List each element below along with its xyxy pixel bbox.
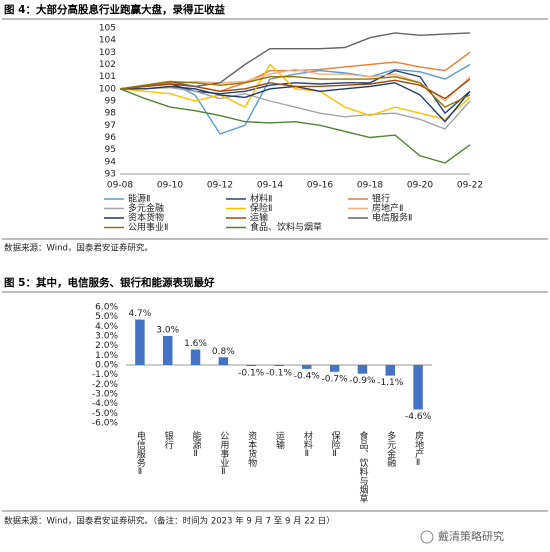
series-line [119,69,471,115]
y-tick-label: 5.0% [95,312,118,322]
watermark-icon [420,530,434,544]
source-note: 数据来源：Wind，国泰君安证券研究。 [4,243,153,254]
y-tick-label: 3.0% [95,332,118,342]
legend-label: 运输 [250,212,268,224]
figure-caption: 图 5：其中，电信服务、银行和能源表现最好 [4,276,215,289]
value-label: -0.1% [238,368,265,378]
bar [274,365,284,366]
bar [190,349,201,365]
y-tick-label: 96 [105,133,117,143]
y-tick-label: -5.0% [92,409,119,419]
x-tick-label: 银行 [163,430,174,450]
bar [357,365,368,374]
value-label: -1.1% [377,378,404,388]
watermark: 戴清策略研究 [438,529,504,543]
value-label: -0.1% [266,368,293,378]
legend-label: 食品、饮料与烟草 [250,221,322,233]
legend-label: 材料Ⅱ [250,193,272,205]
x-tick-label: 09-20 [407,181,433,191]
source-note: 数据来源：Wind，国泰君安证券研究。（备注：时间为 2023 年 9 月 7 … [4,516,335,527]
bar [413,365,423,410]
y-tick-label: 99 [105,97,117,107]
x-tick-label: 09-22 [457,181,483,191]
figure-caption: 图 4：大部分高股息行业跑赢大盘，录得正收益 [4,3,225,16]
x-tick-label: 09-12 [207,181,233,191]
legend-label: 保险Ⅱ [250,202,272,214]
value-label: 1.6% [184,339,207,349]
series-line [119,88,471,164]
x-tick-label: 电信服务Ⅱ [135,430,146,477]
y-tick-label: -6.0% [92,419,119,429]
x-tick-label: 09-18 [357,181,383,191]
y-tick-label: 98 [105,109,117,119]
bar [329,365,340,372]
y-tick-label: 6.0% [95,303,118,313]
legend-label: 能源Ⅱ [128,193,150,205]
x-tick-label: 09-16 [307,181,333,191]
value-label: -0.4% [294,371,321,381]
y-tick-label: -4.0% [92,399,119,409]
y-tick-label: 105 [99,24,116,34]
y-tick-label: -2.0% [92,380,119,390]
x-tick-label: 食品、饮料与烟草 [357,430,368,504]
x-tick-label: 房地产Ⅱ [413,430,424,468]
x-tick-label: 资本货物 [246,431,257,468]
series-line [119,32,471,90]
bar [218,357,229,365]
x-tick-label: 材料Ⅱ [302,430,313,459]
bar [135,319,145,365]
y-tick-label: 93 [105,170,116,180]
value-label: -0.9% [349,376,376,386]
series-line [120,86,471,130]
bar [162,336,173,365]
y-tick-label: 103 [99,48,116,58]
legend-label: 公用事业Ⅱ [128,221,168,233]
bar [385,365,396,376]
x-tick-label: 保险Ⅱ [330,430,341,459]
y-tick-label: -1.0% [92,370,119,380]
bar [246,365,256,366]
series-line [119,63,471,135]
legend-label: 房地产Ⅱ [372,202,403,214]
x-tick-label: 09-08 [107,181,133,191]
y-tick-label: 102 [99,60,116,70]
series-line [119,78,471,100]
y-tick-label: 1.0% [95,351,118,361]
y-tick-label: 4.0% [95,322,118,332]
x-tick-label: 多元金融 [385,430,396,468]
y-tick-label: 100 [99,84,116,94]
x-tick-label: 09-14 [257,181,283,191]
x-tick-label: 09-10 [157,181,183,191]
legend-label: 电信服务Ⅱ [372,212,412,224]
value-label: 4.7% [128,309,151,319]
series-line [119,63,471,121]
legend-label: 资本货物 [128,212,164,224]
x-tick-label: 运输 [274,431,285,450]
value-label: 0.8% [212,347,235,357]
series-line [119,51,471,93]
y-tick-label: 95 [105,145,116,155]
y-tick-label: 0.0% [95,361,118,371]
legend-label: 多元金融 [128,202,164,214]
value-label: -0.7% [322,374,349,384]
y-tick-label: -3.0% [92,390,119,400]
value-label: -4.6% [405,412,432,422]
series-line [119,75,471,108]
legend-label: 银行 [372,193,390,205]
x-tick-label: 能源Ⅱ [191,430,202,459]
value-label: 3.0% [156,326,179,336]
y-tick-label: 104 [99,36,116,46]
y-tick-label: 94 [105,157,117,167]
y-tick-label: 101 [99,72,116,82]
bar [302,365,312,369]
y-tick-label: 2.0% [95,341,118,351]
x-tick-label: 公用事业Ⅱ [218,431,229,477]
y-tick-label: 97 [105,121,116,131]
